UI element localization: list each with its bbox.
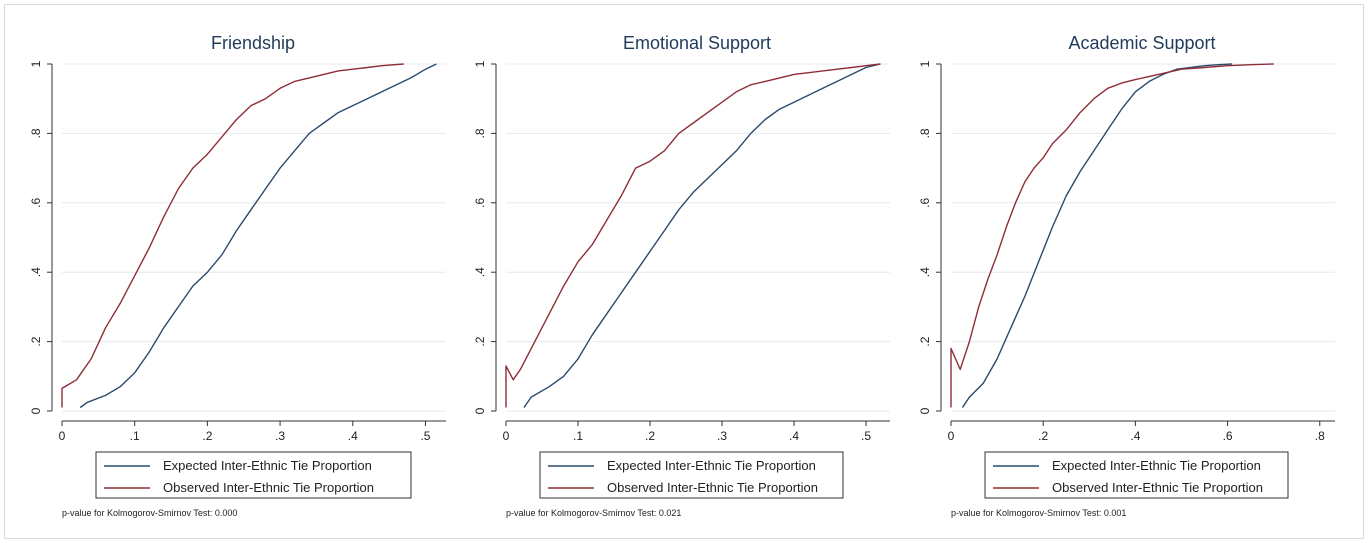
plot-area: 0 .2 .4 .6 .8 1 0 .2 .4 .6 .8: [918, 60, 1335, 443]
chart-title: Friendship: [211, 33, 295, 53]
y-tick-label: 1: [473, 60, 487, 67]
series-line-expected: [79, 63, 437, 409]
x-tick-label: .5: [861, 429, 871, 443]
y-tick-label: 0: [918, 407, 932, 414]
legend-label-expected: Expected Inter-Ethnic Tie Proportion: [607, 458, 816, 473]
y-tick-label: .6: [473, 197, 487, 207]
x-tick-label: .6: [1223, 429, 1233, 443]
x-tick-label: 0: [948, 429, 955, 443]
x-tick-label: .4: [348, 429, 358, 443]
chart-title: Emotional Support: [623, 33, 771, 53]
y-tick-label: 1: [918, 60, 932, 67]
y-tick-label: .8: [918, 128, 932, 138]
x-tick-label: .3: [275, 429, 285, 443]
y-tick-label: 0: [473, 407, 487, 414]
y-tick-label: .2: [918, 336, 932, 346]
x-tick-label: .2: [645, 429, 655, 443]
ks-test-note: p-value for Kolmogorov-Smirnov Test: 0.0…: [62, 508, 237, 518]
y-tick-label: .6: [29, 197, 43, 207]
x-tick-label: .3: [717, 429, 727, 443]
series-line-observed: [61, 63, 404, 408]
x-tick-label: 0: [503, 429, 510, 443]
chart-panel-emotional-support: Emotional Support 0.2.4.6.810.1.2.3.4.5 …: [473, 33, 890, 518]
chart-panel-academic-support: Academic Support 0 .2 .4 .6 .8 1 0 .2 .4 .6 .8 Exp…: [918, 33, 1335, 518]
x-tick-label: .2: [1038, 429, 1048, 443]
plot-area: 0 .2 .4 .6 .8 1 0 .1 .2 .3 .4 .5: [29, 60, 446, 443]
legend-label-observed: Observed Inter-Ethnic Tie Proportion: [163, 480, 374, 495]
legend-box: [984, 451, 1289, 499]
legend-box: [539, 451, 844, 499]
chart-panel-friendship: Friendship 0 .2 .4 .6 .8 1 0 .1 .2 .3 .4 .5 Expecte…: [29, 33, 446, 518]
figure-frame: [4, 4, 1364, 539]
y-tick-label: .4: [473, 267, 487, 277]
series-line-observed: [505, 63, 881, 408]
series-line-expected: [961, 63, 1233, 408]
x-tick-label: .1: [573, 429, 583, 443]
x-tick-label: .2: [202, 429, 212, 443]
y-tick-label: .2: [473, 336, 487, 346]
y-tick-label: .4: [918, 267, 932, 277]
x-tick-label: .4: [789, 429, 799, 443]
legend-box: [95, 451, 412, 499]
y-tick-label: 0: [29, 407, 43, 414]
x-tick-label: .4: [1130, 429, 1140, 443]
ks-test-note: p-value for Kolmogorov-Smirnov Test: 0.0…: [506, 508, 681, 518]
y-tick-label: .2: [29, 336, 43, 346]
legend-label-expected: Expected Inter-Ethnic Tie Proportion: [1052, 458, 1261, 473]
x-tick-label: .5: [420, 429, 430, 443]
chart-title: Academic Support: [1068, 33, 1215, 53]
legend-label-expected: Expected Inter-Ethnic Tie Proportion: [163, 458, 372, 473]
x-tick-label: 0: [59, 429, 66, 443]
y-tick-label: .4: [29, 267, 43, 277]
ks-test-note: p-value for Kolmogorov-Smirnov Test: 0.0…: [951, 508, 1126, 518]
x-tick-label: .1: [130, 429, 140, 443]
x-tick-label: .8: [1315, 429, 1325, 443]
series-line-observed: [950, 63, 1274, 408]
series-line-expected: [523, 63, 881, 408]
legend-label-observed: Observed Inter-Ethnic Tie Proportion: [1052, 480, 1263, 495]
y-tick-label: .6: [918, 197, 932, 207]
y-tick-label: 1: [29, 60, 43, 67]
y-tick-label: .8: [29, 128, 43, 138]
y-tick-label: .8: [473, 128, 487, 138]
legend-label-observed: Observed Inter-Ethnic Tie Proportion: [607, 480, 818, 495]
plot-area: 0 .2 .4 .6 .8 1 0 .1 .2 .3 .4 .5: [473, 60, 890, 443]
